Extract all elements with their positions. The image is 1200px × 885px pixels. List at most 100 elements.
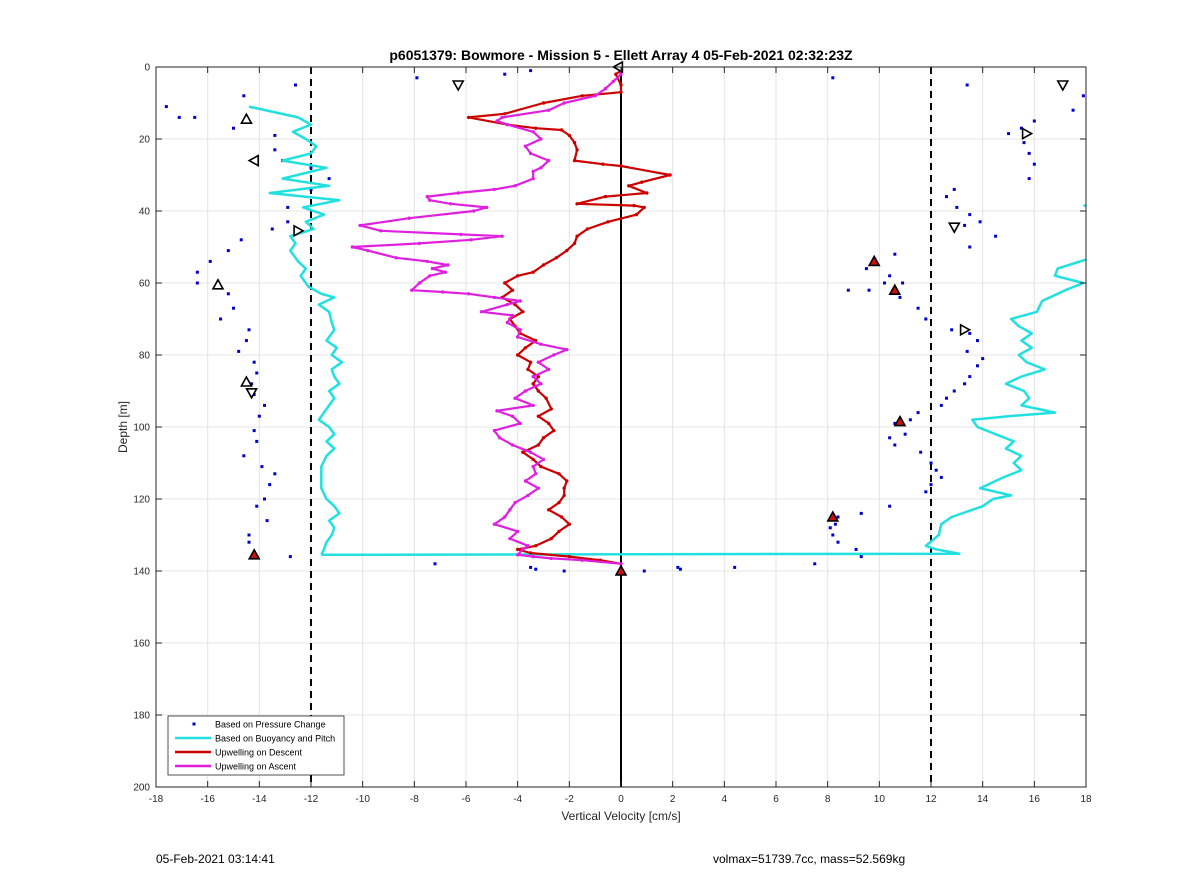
x-tick-label: -10	[355, 794, 370, 805]
triangle-up-marker	[211, 278, 225, 290]
ascent-upwelling-point	[619, 562, 623, 566]
descent-upwelling-point	[552, 428, 556, 433]
ascent-upwelling-point	[523, 479, 528, 483]
pressure-change-point	[1027, 177, 1031, 181]
ascent-upwelling-point	[394, 256, 398, 260]
ascent-upwelling-point	[448, 202, 453, 206]
pressure-change-point	[924, 490, 928, 494]
triangle-up-filled-marker	[893, 414, 907, 427]
pressure-change-point	[273, 148, 277, 152]
footer-timestamp: 05-Feb-2021 03:14:41	[156, 852, 275, 866]
pressure-change-point	[270, 227, 274, 231]
ascent-upwelling-point	[358, 223, 362, 228]
pressure-change-point	[888, 504, 892, 508]
pressure-change-point	[232, 126, 235, 130]
ascent-upwelling-point	[523, 389, 528, 393]
triangle-up-filled-marker	[888, 283, 902, 296]
pressure-change-point	[239, 238, 243, 242]
ascent-upwelling-point	[513, 500, 517, 505]
descent-upwelling-point	[668, 173, 672, 177]
ascent-upwelling-point	[580, 558, 584, 562]
pressure-change-point	[244, 339, 248, 343]
descent-upwelling-point	[541, 101, 546, 105]
pressure-change-point	[934, 468, 938, 472]
buoyancy-pitch-line	[248, 105, 344, 556]
ascent-upwelling-point	[441, 290, 445, 294]
pressure-change-point	[963, 382, 967, 386]
ascent-upwelling-point	[497, 436, 502, 440]
y-tick-label: 80	[139, 351, 151, 362]
pressure-change-point	[195, 270, 199, 274]
ascent-upwelling-point	[443, 270, 448, 274]
chart-title: p6051379: Bowmore - Mission 5 - Ellett A…	[389, 47, 853, 63]
ascent-upwelling-point	[495, 119, 499, 123]
ascent-upwelling-point	[366, 248, 370, 253]
triangle-down-outline-marker	[245, 387, 258, 400]
ascent-upwelling-point	[593, 94, 597, 98]
descent-upwelling-point	[549, 407, 553, 411]
pressure-change-point	[286, 220, 290, 224]
descent-upwelling-point	[554, 256, 559, 260]
descent-upwelling-point	[619, 83, 623, 87]
pressure-change-point	[534, 567, 538, 571]
ascent-upwelling-point	[503, 515, 507, 519]
descent-upwelling-point	[536, 414, 541, 418]
descent-upwelling-point	[572, 140, 577, 145]
triangle-right-marker	[959, 323, 972, 337]
ascent-upwelling-point	[541, 457, 546, 462]
ascent-upwelling-point	[526, 493, 530, 498]
ascent-upwelling-point	[379, 229, 383, 233]
ascent-upwelling-point	[505, 122, 510, 127]
y-tick-label: 40	[139, 207, 151, 218]
descent-upwelling-point	[521, 450, 525, 454]
descent-upwelling-point	[565, 479, 569, 483]
pressure-change-point	[232, 306, 235, 310]
y-tick-label: 160	[133, 639, 150, 650]
pressure-change-point	[1071, 108, 1075, 112]
ascent-upwelling-line	[351, 67, 623, 571]
x-axis-label: Vertical Velocity [cm/s]	[561, 809, 680, 823]
pressure-change-point	[226, 292, 230, 296]
triangle-up-filled-marker	[826, 510, 840, 522]
pressure-change-point	[255, 371, 259, 375]
pressure-change-point	[831, 533, 835, 537]
descent-upwelling-point	[531, 382, 535, 386]
descent-upwelling-point	[466, 115, 471, 120]
descent-upwelling-point	[510, 288, 515, 292]
series-layer	[164, 65, 1087, 573]
pressure-change-point	[309, 187, 313, 191]
descent-upwelling-point	[503, 281, 507, 285]
pressure-change-point	[968, 375, 972, 379]
pressure-change-point	[252, 429, 256, 433]
descent-upwelling-point	[634, 212, 639, 217]
x-tick-label: 16	[1029, 794, 1041, 805]
pressure-change-point	[813, 562, 817, 566]
ascent-upwelling-point	[531, 176, 535, 181]
descent-upwelling-point	[565, 248, 569, 253]
pressure-change-point	[252, 360, 256, 364]
x-tick-label: -4	[513, 794, 522, 805]
ascent-upwelling-point	[539, 342, 543, 346]
pressure-change-point	[888, 436, 892, 440]
pressure-change-point	[981, 357, 985, 361]
triangle-up-marker	[240, 375, 253, 387]
ascent-upwelling-point	[526, 544, 530, 548]
ascent-upwelling-point	[469, 238, 473, 242]
pressure-change-point	[327, 177, 331, 181]
ascent-upwelling-point	[513, 184, 517, 188]
descent-upwelling-point	[559, 515, 564, 519]
pressure-change-point	[950, 328, 954, 332]
x-tick-label: -12	[304, 794, 319, 805]
descent-upwelling-point	[557, 472, 561, 476]
descent-upwelling-point	[575, 148, 579, 152]
pressure-change-point	[859, 555, 863, 559]
ascent-upwelling-point	[531, 464, 535, 469]
ascent-upwelling-point	[508, 536, 512, 541]
descent-upwelling-point	[531, 457, 535, 462]
descent-upwelling-point	[557, 500, 561, 505]
descent-upwelling-point	[515, 547, 520, 552]
ascent-upwelling-point	[552, 353, 556, 357]
x-tick-label: 2	[670, 794, 676, 805]
pressure-change-point	[968, 245, 972, 249]
